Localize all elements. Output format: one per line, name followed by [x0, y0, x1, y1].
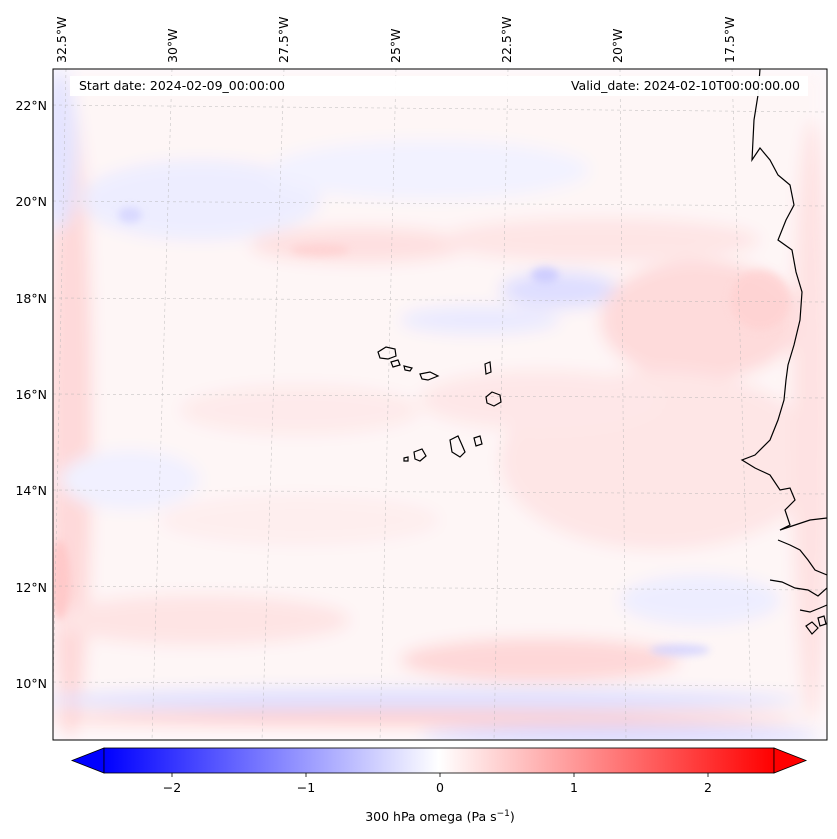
island-brava [403, 456, 409, 462]
map-area [53, 69, 827, 740]
guinea-bissau-coast [769, 579, 827, 597]
omega-field [53, 69, 827, 740]
map-frame [52, 68, 828, 741]
colorbar-right-extend [773, 747, 808, 774]
colorbar-label-main: 300 hPa omega (Pa s [365, 809, 496, 824]
gridlines [53, 69, 827, 740]
lon-label: 30°W [165, 28, 180, 63]
colorbar-tick-label: −2 [163, 780, 181, 795]
lon-label: 32.5°W [54, 17, 69, 63]
colorbar-label-end: ) [510, 809, 515, 824]
island-boa-vista [485, 391, 502, 407]
valid-date-label: Valid_date: 2024-02-10T00:00:00.00 [571, 78, 800, 93]
lon-label: 25°W [388, 28, 403, 63]
gambia-coast [777, 539, 827, 576]
lon-label: 22.5°W [499, 17, 514, 63]
lat-label: 16°N [15, 387, 47, 402]
header-band [70, 76, 808, 96]
colorbar-tick-label: −1 [297, 780, 315, 795]
colorbar-tick-label: 1 [570, 780, 578, 795]
island-santo-antao [377, 346, 397, 360]
longitude-labels: 32.5°W 30°W 27.5°W 25°W 22.5°W 20°W 17.5… [54, 17, 737, 63]
bijagos-islands [805, 615, 827, 635]
guinea-coast [799, 604, 827, 613]
colorbar-label-sup: −1 [497, 809, 510, 819]
colorbar-bar [103, 747, 775, 774]
island-santiago [449, 435, 466, 458]
island-maio [473, 435, 483, 447]
colorbar-tick-label: 0 [436, 780, 444, 795]
lat-label: 10°N [15, 676, 47, 691]
lat-label: 12°N [15, 580, 47, 595]
lat-label: 22°N [15, 98, 47, 113]
start-date-label: Start date: 2024-02-09_00:00:00 [79, 78, 285, 93]
colorbar-label: 300 hPa omega (Pa s−1) [365, 809, 515, 824]
island-sao-vicente [390, 359, 401, 368]
latitude-labels: 22°N 20°N 18°N 16°N 14°N 12°N 10°N [15, 98, 47, 691]
lat-label: 18°N [15, 291, 47, 306]
lat-label: 20°N [15, 194, 47, 209]
lon-label: 20°W [610, 28, 625, 63]
lon-label: 27.5°W [276, 17, 291, 63]
colorbar-left-extend [70, 747, 105, 774]
lat-label: 14°N [15, 483, 47, 498]
lon-label: 17.5°W [722, 17, 737, 63]
colorbar-tick-label: 2 [704, 780, 712, 795]
island-sao-nicolau [419, 371, 440, 381]
island-sal [484, 361, 492, 375]
coastlines [377, 69, 827, 635]
omega-field-detail [53, 207, 790, 656]
island-santa-luzia [403, 365, 413, 372]
colorbar: −2 −1 0 1 2 300 hPa omega (Pa s−1) [70, 747, 808, 824]
west-africa-coast [740, 69, 827, 531]
island-fogo [413, 448, 427, 462]
